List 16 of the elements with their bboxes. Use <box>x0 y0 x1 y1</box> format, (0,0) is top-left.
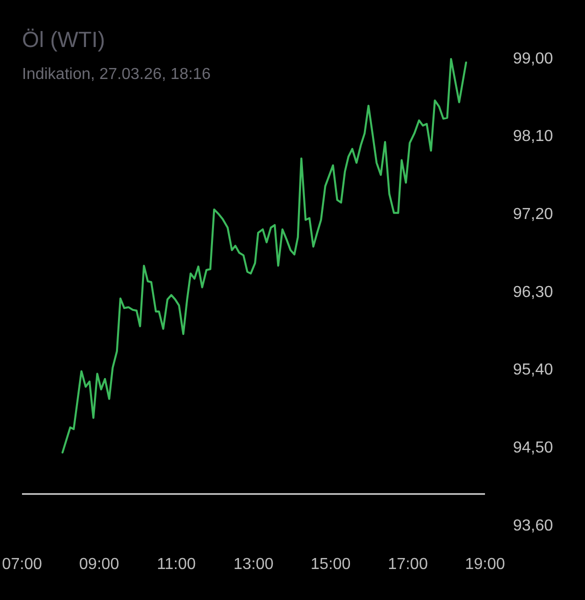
x-tick-label: 17:00 <box>388 556 428 574</box>
y-tick-label: 99,00 <box>513 50 554 68</box>
y-tick-label: 93,60 <box>513 517 554 534</box>
x-tick-label: 09:00 <box>79 556 120 574</box>
x-tick-label: 07:00 <box>2 556 42 574</box>
chart-title: Öl (WTI) <box>22 27 106 53</box>
y-tick-label: 96,30 <box>513 284 554 301</box>
x-tick-label: 11:00 <box>156 556 196 574</box>
y-tick-label: 94,50 <box>513 440 554 457</box>
x-tick-label: 19:00 <box>464 556 506 574</box>
y-tick-label: 95,40 <box>513 362 554 379</box>
y-tick-label: 98,10 <box>513 128 554 146</box>
x-tick-label: 15:00 <box>310 556 351 574</box>
chart-subtitle: Indikation, 27.03.26, 18:16 <box>22 65 211 85</box>
y-tick-label: 97,20 <box>513 206 554 224</box>
x-tick-label: 13:00 <box>233 556 274 574</box>
